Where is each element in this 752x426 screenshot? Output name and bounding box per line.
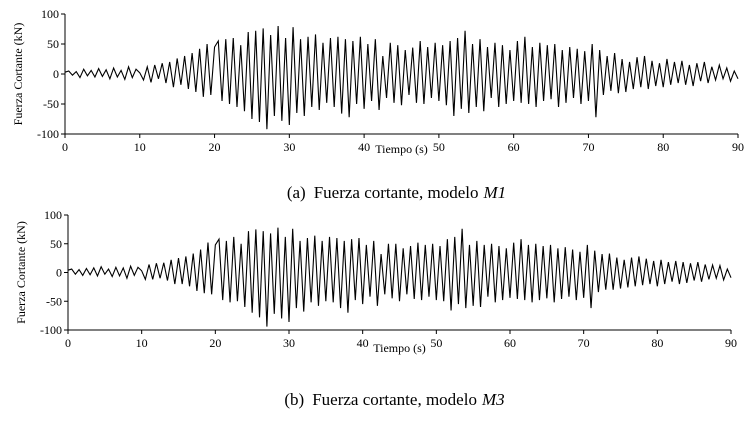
caption-model: M1: [482, 183, 506, 202]
caption-label: (a): [287, 183, 306, 202]
caption-text: Fuerza cortante, modelo: [312, 390, 477, 409]
caption: (b) Fuerza cortante, modelo M3: [284, 390, 504, 409]
x-tick-label: 50: [430, 336, 442, 350]
y-tick-label: 50: [50, 237, 62, 251]
x-tick-label: 30: [283, 140, 295, 154]
x-axis-label: Tiempo (s): [375, 142, 428, 156]
caption: (a) Fuerza cortante, modelo M1: [287, 183, 506, 202]
y-tick-label: -50: [46, 294, 62, 308]
x-tick-label: 70: [578, 336, 590, 350]
x-tick-label: 60: [504, 336, 516, 350]
y-tick-label: -100: [37, 127, 59, 141]
x-tick-label: 90: [732, 140, 744, 154]
y-tick-label: 100: [41, 7, 59, 21]
x-tick-label: 20: [209, 336, 221, 350]
x-tick-label: 0: [65, 336, 71, 350]
x-tick-label: 50: [433, 140, 445, 154]
caption-label: (b): [284, 390, 304, 409]
caption-model: M3: [481, 390, 505, 409]
y-axis-label: Fuerza Cortante (kN): [14, 221, 28, 324]
y-tick-label: -100: [40, 323, 62, 337]
y-tick-label: 50: [47, 37, 59, 51]
x-tick-label: 80: [651, 336, 663, 350]
x-tick-label: 10: [134, 140, 146, 154]
x-tick-label: 0: [62, 140, 68, 154]
x-tick-label: 80: [657, 140, 669, 154]
y-tick-label: 100: [44, 208, 62, 222]
x-tick-label: 90: [725, 336, 737, 350]
caption-text: Fuerza cortante, modelo: [314, 183, 479, 202]
x-axis-label: Tiempo (s): [373, 341, 426, 355]
x-tick-label: 70: [582, 140, 594, 154]
x-tick-label: 10: [136, 336, 148, 350]
x-tick-label: 40: [358, 140, 370, 154]
x-tick-label: 20: [209, 140, 221, 154]
data-line: [64, 25, 739, 130]
data-line: [67, 227, 732, 327]
x-tick-label: 30: [283, 336, 295, 350]
y-axis-label: Fuerza Cortante (kN): [11, 23, 25, 126]
x-tick-label: 40: [357, 336, 369, 350]
y-tick-label: 0: [53, 67, 59, 81]
y-tick-label: 0: [56, 266, 62, 280]
y-tick-label: -50: [43, 97, 59, 111]
x-tick-label: 60: [508, 140, 520, 154]
